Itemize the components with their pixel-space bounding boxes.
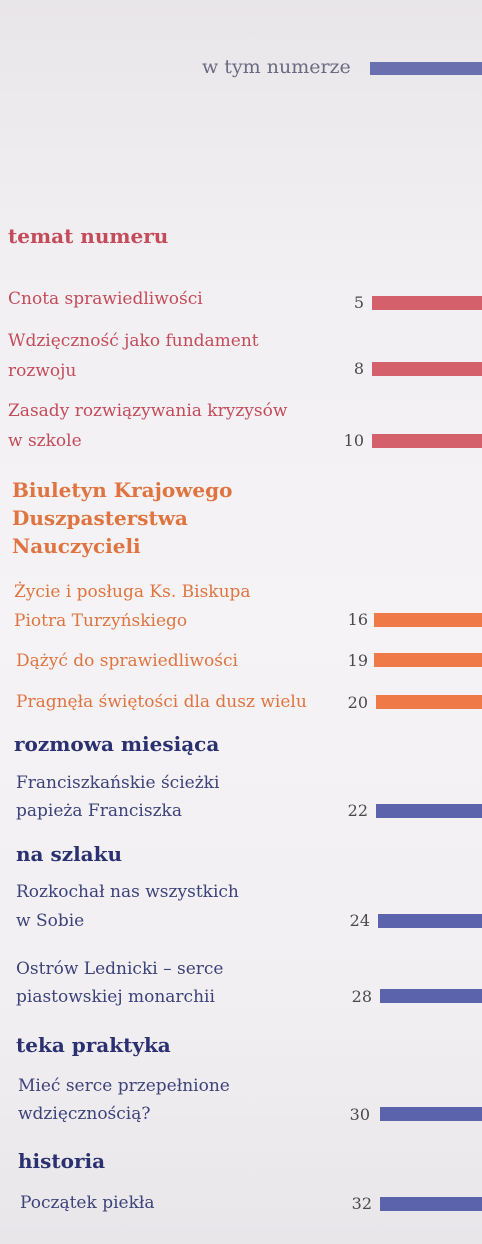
toc-page-number: 24: [349, 911, 370, 930]
section-title-rozmowa-miesiaca: rozmowa miesiąca: [14, 732, 220, 756]
toc-entry-title-continuation[interactable]: Piotra Turzyńskiego: [14, 611, 188, 631]
toc-page-number: 28: [351, 987, 372, 1006]
section-title-teka-praktyka: teka praktyka: [16, 1033, 171, 1057]
section-title-biuletyn-line-3: Nauczycieli: [12, 534, 141, 558]
toc-entry-color-bar: [376, 804, 482, 818]
toc-entry-title[interactable]: Zasady rozwiązywania kryzysów: [8, 401, 288, 421]
in-this-issue-label: w tym numerze: [202, 56, 351, 78]
toc-entry-title[interactable]: Życie i posługa Ks. Biskupa: [14, 582, 251, 602]
toc-entry-color-bar: [374, 653, 482, 667]
toc-page-number: 20: [347, 693, 368, 712]
toc-entry-title[interactable]: Początek piekła: [20, 1193, 155, 1213]
toc-entry-title[interactable]: Pragnęła świętości dla dusz wielu: [16, 692, 307, 712]
toc-entry-title[interactable]: Dążyć do sprawiedliwości: [16, 651, 238, 671]
toc-entry-color-bar: [372, 296, 482, 310]
toc-entry-color-bar: [380, 1107, 482, 1121]
section-title-biuletyn-line-2: Duszpasterstwa: [12, 506, 188, 530]
toc-entry-title[interactable]: Wdzięczność jako fundament: [8, 331, 259, 351]
toc-entry-title[interactable]: Ostrów Lednicki – serce: [16, 959, 224, 979]
toc-entry-title-continuation[interactable]: wdzięcznością?: [18, 1104, 151, 1124]
toc-entry-title[interactable]: Franciszkańskie ścieżki: [16, 773, 220, 793]
toc-entry-title-continuation[interactable]: w szkole: [8, 431, 82, 451]
toc-entry-color-bar: [378, 914, 482, 928]
section-title-historia: historia: [18, 1149, 106, 1173]
toc-page-number: 10: [343, 431, 364, 450]
toc-entry-title-continuation[interactable]: piastowskiej monarchii: [16, 987, 215, 1007]
toc-entry-color-bar: [376, 695, 482, 709]
section-title-temat-numeru: temat numeru: [8, 224, 169, 248]
toc-page-number: 30: [349, 1105, 370, 1124]
toc-entry-color-bar: [374, 613, 482, 627]
toc-entry-title[interactable]: Mieć serce przepełnione: [18, 1076, 230, 1096]
toc-page-number: 5: [353, 293, 364, 312]
toc-page-number: 32: [351, 1194, 372, 1213]
section-title-na-szlaku: na szlaku: [16, 842, 123, 866]
toc-entry-color-bar: [372, 362, 482, 376]
header-accent-bar: [370, 62, 482, 75]
toc-entry-color-bar: [372, 434, 482, 448]
toc-entry-title-continuation[interactable]: rozwoju: [8, 361, 77, 381]
section-title-biuletyn-line-1: Biuletyn Krajowego: [12, 478, 233, 502]
toc-page-number: 22: [347, 801, 368, 820]
toc-page-number: 19: [347, 651, 368, 670]
toc-entry-color-bar: [380, 1197, 482, 1211]
toc-entry-color-bar: [380, 989, 482, 1003]
toc-entry-title-continuation[interactable]: w Sobie: [16, 911, 85, 931]
toc-entry-title-continuation[interactable]: papieża Franciszka: [16, 801, 182, 821]
toc-entry-title[interactable]: Cnota sprawiedliwości: [8, 289, 203, 309]
toc-entry-title[interactable]: Rozkochał nas wszystkich: [16, 882, 239, 902]
toc-page-number: 8: [353, 359, 364, 378]
toc-page-number: 16: [347, 610, 368, 629]
